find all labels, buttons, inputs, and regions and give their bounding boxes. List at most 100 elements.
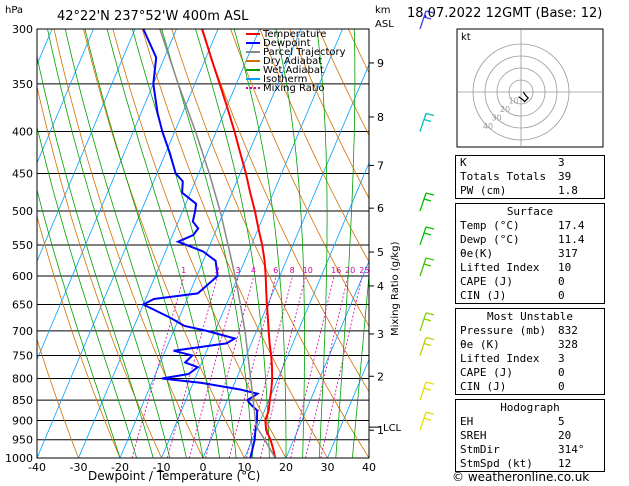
temperature-tick-label: 40 (362, 461, 376, 474)
mixing-ratio-label: 3 (236, 266, 241, 275)
hodograph-frame (456, 28, 604, 148)
dry-adiabat-line (289, 29, 369, 200)
mixing-ratio-label: 20 (345, 266, 355, 275)
totals-totals-value: 39 (558, 170, 572, 183)
mixing-ratio-label: 25 (359, 266, 369, 275)
surface-row: Lifted Index 10 (456, 261, 604, 275)
wet-adiabat-line (352, 269, 369, 458)
hodograph-label: StmSpd (kt) (460, 457, 533, 470)
dry-adiabat-line (171, 29, 369, 458)
dry-adiabat-line (141, 29, 328, 458)
wind-barb (419, 336, 435, 356)
dewpoint-line (141, 29, 261, 458)
dry-adiabat-line (112, 29, 287, 458)
temperature-tick-label: -40 (28, 461, 46, 474)
legend-entry: Mixing Ratio (263, 83, 325, 94)
legend-entry: Parcel Trajectory (263, 47, 346, 58)
most-unstable-value: 0 (558, 380, 565, 393)
pressure-tick-label: 950 (12, 434, 33, 447)
temperature-tick-label: 20 (279, 461, 293, 474)
wind-barb (419, 381, 435, 401)
temperature-tick-label: -20 (111, 461, 129, 474)
wet-adiabat-line (37, 125, 137, 458)
hodograph-value: 20 (558, 429, 572, 442)
km-tick-label: 9 (377, 57, 384, 70)
pw-row: PW (cm) 1.8 (456, 184, 604, 198)
legend-entry: Wet Adiabat (263, 65, 324, 76)
hodograph-unit-label: kt (461, 32, 471, 43)
k-index-value: 3 (558, 156, 565, 169)
hodograph-row: SREH 20 (456, 429, 604, 443)
most-unstable-row: θe (K) 328 (456, 338, 604, 352)
pressure-tick-label: 500 (12, 205, 33, 218)
mixing-ratio-line (320, 275, 363, 458)
pressure-tick-label: 550 (12, 239, 33, 252)
km-tick-label: 6 (377, 202, 384, 215)
surface-row: Dewp (°C) 11.4 (456, 233, 604, 247)
surface-label: Lifted Index (460, 261, 540, 274)
surface-value: 0 (558, 275, 565, 288)
isotherm-line (161, 29, 343, 458)
hodograph-value: 5 (558, 415, 565, 428)
hodograph-row: StmSpd (kt) 12 (456, 457, 604, 471)
most-unstable-label: CIN (J) (460, 380, 507, 393)
surface-label: Dewp (°C) (460, 233, 520, 246)
temperature-tick-label: -10 (153, 461, 171, 474)
km-tick-label: 7 (377, 159, 384, 172)
x-axis-label: Dewpoint / Temperature (°C) (88, 469, 260, 483)
pressure-tick-label: 600 (12, 270, 33, 283)
hodograph-value: 314° (558, 443, 585, 456)
isotherm-line (244, 161, 369, 458)
hodograph-label: SREH (460, 429, 487, 442)
mixing-ratio-label: 6 (273, 266, 278, 275)
legend-entry: Dry Adiabat (263, 56, 322, 67)
parcel-trajectory-line (159, 29, 276, 458)
surface-row: θe(K) 317 (456, 247, 604, 261)
legend-entry: Temperature (262, 29, 326, 40)
wet-adiabat-line (335, 29, 356, 458)
wet-adiabat-line (47, 29, 171, 458)
hpa-label: hPa (5, 5, 23, 16)
km-tick-label: 3 (377, 328, 384, 341)
hodograph-value: 12 (558, 457, 572, 470)
surface-value: 317 (558, 247, 578, 260)
dry-adiabat-line (200, 29, 369, 393)
mixing-ratio-label: 16 (331, 266, 341, 275)
dry-adiabat-line (613, 29, 629, 458)
temperature-tick-label: -30 (70, 461, 88, 474)
dry-adiabat-line (37, 85, 162, 458)
most-unstable-row: Pressure (mb) 832 (456, 324, 604, 338)
wet-adiabat-line (275, 29, 305, 458)
hodograph-row: StmDir 314° (456, 443, 604, 457)
isotherm-line (78, 29, 260, 458)
mixing-ratio-line (228, 275, 277, 458)
legend-entry: Isotherm (263, 74, 307, 85)
wet-adiabat-line (233, 29, 287, 458)
pressure-tick-label: 650 (12, 299, 33, 312)
dry-adiabat-line (37, 338, 79, 458)
totals-totals-label: Totals Totals (460, 170, 547, 183)
km-tick-label: 2 (377, 370, 384, 383)
most-unstable-row: CAPE (J) 0 (456, 366, 604, 380)
pw-value: 1.8 (558, 184, 578, 197)
most-unstable-label: θe (K) (460, 338, 500, 351)
surface-value: 17.4 (558, 219, 585, 232)
pressure-tick-label: 700 (12, 325, 33, 338)
mixing-ratio-line (290, 275, 335, 458)
dry-adiabat-line (230, 29, 369, 328)
isotherm-line (285, 260, 369, 458)
isotherm-line (37, 29, 94, 164)
most-unstable-value: 0 (558, 366, 565, 379)
mixing-ratio-line (167, 275, 219, 458)
pressure-tick-label: 300 (12, 23, 33, 36)
wind-barb (419, 192, 435, 212)
wind-barb (419, 411, 435, 431)
asl-label: ASL (375, 19, 394, 30)
mixing-ratio-line (205, 275, 255, 458)
temperature-tick-label: 30 (321, 461, 335, 474)
temperature-tick-label: 0 (200, 461, 207, 474)
most-unstable-label: Pressure (mb) (460, 324, 547, 337)
